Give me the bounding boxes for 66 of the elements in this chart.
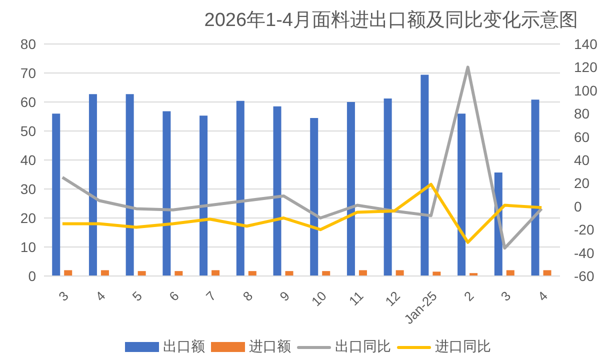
bar	[506, 270, 514, 276]
y2-tick-label: -20	[574, 222, 594, 238]
bar	[310, 118, 318, 276]
x-tick-label: 2	[461, 288, 477, 304]
x-tick-label: 4	[92, 288, 108, 304]
bar	[200, 116, 208, 276]
y-tick-label: 20	[20, 210, 36, 226]
bar	[126, 94, 134, 276]
bar	[236, 100, 244, 276]
bar	[64, 270, 72, 276]
legend-label: 进口额	[248, 338, 291, 356]
legend-label: 出口额	[162, 338, 205, 356]
y-tick-label: 40	[20, 152, 36, 168]
bar	[285, 271, 294, 276]
bar	[396, 270, 404, 276]
bar	[212, 270, 220, 276]
bar	[384, 98, 392, 276]
line-series	[60, 66, 544, 250]
y-tick-label: 10	[20, 238, 36, 255]
y-tick-label: 60	[20, 94, 36, 110]
bar	[322, 271, 330, 276]
bar	[420, 74, 429, 276]
y2-tick-label: -40	[574, 244, 594, 261]
bar	[531, 100, 540, 276]
line-series	[60, 182, 544, 244]
bar	[432, 272, 441, 276]
y-tick-label: 30	[20, 180, 36, 197]
y2-tick-label: 0	[574, 198, 582, 214]
bar	[52, 114, 60, 276]
y-tick-label: 50	[20, 122, 36, 139]
x-tick-label: 3	[56, 288, 72, 304]
legend-label: 进口同比	[434, 338, 491, 356]
bar	[346, 102, 355, 276]
y-tick-label: 0	[28, 268, 36, 284]
x-tick-label: 10	[308, 288, 330, 310]
y-tick-label: 80	[20, 36, 36, 52]
bar	[174, 271, 183, 276]
bar	[543, 270, 552, 276]
legend-label: 出口同比	[334, 338, 391, 356]
x-tick-label: 3	[498, 288, 514, 304]
y2-tick-label: 20	[574, 175, 590, 192]
bar	[100, 270, 109, 276]
x-tick-label: 8	[240, 288, 256, 304]
x-tick-label: 6	[166, 288, 182, 304]
bar	[248, 271, 256, 276]
x-tick-label: 9	[276, 288, 292, 304]
x-tick-label: 4	[534, 288, 550, 304]
chart-title: 2026年1-4月面料进出口额及同比变化示意图	[204, 10, 578, 31]
bar	[273, 106, 282, 276]
bar	[458, 114, 466, 276]
bar	[138, 271, 146, 276]
y2-tick-label: 120	[574, 59, 598, 76]
bar	[358, 270, 367, 276]
y2-tick-label: 100	[574, 82, 598, 98]
y-tick-label: 70	[20, 64, 36, 81]
y2-tick-label: 40	[574, 152, 590, 168]
bar	[88, 94, 97, 276]
y2-tick-label: 140	[574, 36, 598, 52]
x-tick-label: 7	[203, 288, 219, 304]
bar	[162, 111, 171, 276]
y2-tick-label: 60	[574, 128, 590, 145]
x-tick-label: 11	[346, 288, 366, 308]
y2-tick-label: -60	[574, 268, 594, 284]
y2-tick-label: 80	[574, 106, 590, 122]
x-tick-label: 12	[382, 288, 404, 310]
x-tick-label: 5	[129, 288, 146, 304]
